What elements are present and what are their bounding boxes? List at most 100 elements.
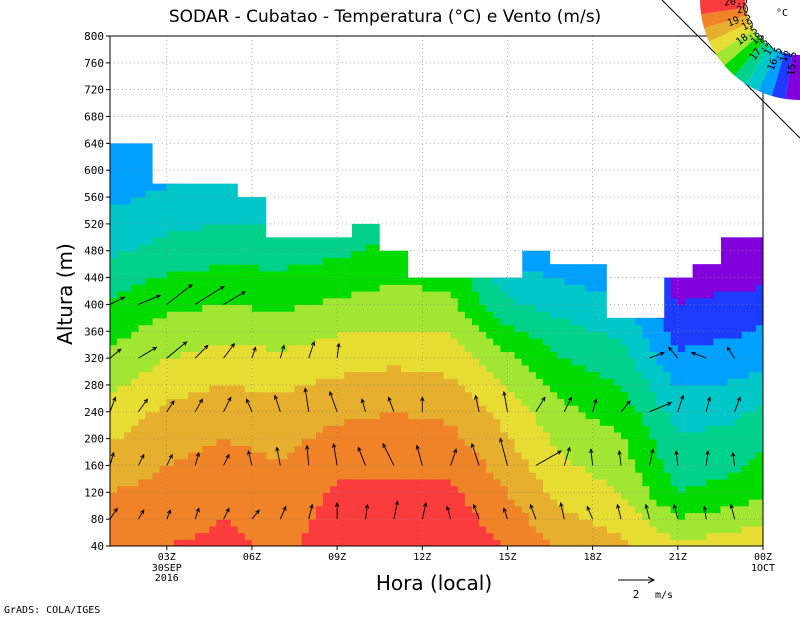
temperature-cell [408,438,416,446]
temperature-cell [393,351,402,359]
temperature-cell [599,384,608,393]
temperature-cell [571,344,580,352]
temperature-cell [457,539,466,546]
temperature-cell [294,331,303,339]
temperature-cell [486,317,494,326]
temperature-cell [479,499,487,507]
temperature-cell [401,472,409,480]
temperature-cell [358,291,367,299]
temperature-cell [138,197,147,205]
temperature-cell [124,217,132,225]
temperature-cell [173,519,182,527]
temperature-cell [237,505,246,514]
temperature-cell [393,337,402,346]
temperature-cell [450,438,459,446]
temperature-cell [294,452,303,460]
temperature-cell [628,364,636,373]
temperature-cell [280,478,289,487]
temperature-cell [344,284,352,292]
temperature-cell [415,304,423,312]
temperature-cell [443,358,452,366]
temperature-cell [216,237,225,245]
temperature-cell [507,398,516,406]
temperature-cell [337,337,345,346]
temperature-cell [613,505,622,514]
temperature-cell [592,270,601,279]
temperature-cell [606,418,615,426]
temperature-cell [266,472,274,480]
temperature-cell [443,452,452,460]
temperature-cell [138,384,147,393]
temperature-cell [209,304,218,312]
temperature-cell [571,478,580,487]
temperature-cell [386,452,395,460]
temperature-cell [592,297,601,306]
temperature-cell [507,512,516,520]
temperature-cell [138,405,147,413]
temperature-cell [344,378,352,386]
temperature-cell [173,337,182,346]
temperature-cell [124,465,132,473]
temperature-cell [315,411,324,420]
temperature-cell [209,465,218,473]
temperature-cell [330,512,338,520]
temperature-cell [117,176,125,185]
temperature-cell [195,230,203,238]
temperature-cell [628,519,636,527]
temperature-cell [117,472,125,480]
temperature-cell [606,371,615,379]
temperature-cell [386,344,395,352]
temperature-cell [507,539,516,546]
temperature-cell [131,176,139,185]
temperature-cell [408,512,416,520]
temperature-cell [308,452,317,460]
temperature-cell [117,364,125,373]
temperature-cell [642,505,651,514]
temperature-cell [159,431,168,440]
temperature-cell [209,505,218,514]
temperature-cell [542,257,551,265]
temperature-cell [216,525,225,534]
temperature-cell [322,351,331,359]
temperature-cell [152,519,161,527]
temperature-cell [621,364,629,373]
temperature-cell [244,411,253,420]
temperature-cell [145,512,154,520]
temperature-cell [450,512,459,520]
temperature-cell [464,438,473,446]
temperature-cell [578,539,587,546]
temperature-cell [273,505,281,514]
temperature-cell [585,512,594,520]
temperature-cell [500,499,509,507]
temperature-cell [230,257,239,265]
temperature-cell [230,337,239,346]
temperature-cell [557,398,565,406]
temperature-cell [436,452,445,460]
temperature-cell [507,411,516,420]
temperature-cell [571,391,580,399]
temperature-cell [216,364,225,373]
temperature-cell [379,297,388,306]
temperature-cell [393,472,402,480]
temperature-cell [443,351,452,359]
temperature-cell [209,237,218,245]
temperature-cell [351,485,360,493]
temperature-cell [578,398,587,406]
temperature-cell [166,317,175,326]
temperature-cell [401,525,409,534]
temperature-cell [244,391,253,399]
temperature-cell [443,418,452,426]
temperature-cell [358,317,367,326]
temperature-cell [322,284,331,292]
temperature-cell [188,344,196,352]
temperature-cell [464,391,473,399]
temperature-cell [166,398,175,406]
temperature-cell [301,532,310,540]
temperature-cell [457,425,466,433]
temperature-cell [379,364,388,373]
temperature-cell [486,418,494,426]
temperature-cell [117,478,125,487]
temperature-cell [152,539,161,546]
temperature-cell [408,317,416,326]
temperature-cell [124,452,132,460]
